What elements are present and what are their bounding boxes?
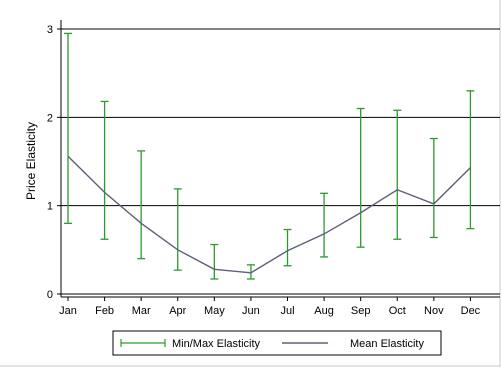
legend-minmax-marker	[120, 339, 166, 347]
legend-mean-label: Mean Elasticity	[350, 338, 424, 350]
x-tick-label-nov: Nov	[424, 305, 444, 317]
x-tick-label-may: May	[204, 305, 225, 317]
legend: Min/Max Elasticity Mean Elasticity	[112, 330, 442, 356]
legend-minmax-label: Min/Max Elasticity	[172, 338, 261, 350]
x-tick-label-jan: Jan	[59, 305, 77, 317]
x-tick-label-apr: Apr	[169, 305, 186, 317]
mean-elasticity-line	[67, 155, 471, 274]
legend-box	[112, 330, 442, 356]
plot-area: 0 1 2 3 Jan Feb Mar Apr May Jun Jul Aug Sep Oct Nov Dec	[47, 20, 500, 317]
y-tick-label-2: 2	[47, 112, 53, 124]
x-tick-label-aug: Aug	[314, 305, 334, 317]
x-tick-label-dec: Dec	[461, 305, 481, 317]
y-tick-label-1: 1	[47, 201, 53, 213]
x-tick-label-jul: Jul	[280, 305, 294, 317]
y-axis-title: Price Elasticity	[24, 122, 38, 200]
y-tick-label-3: 3	[47, 24, 53, 36]
x-tick-label-mar: Mar	[132, 305, 151, 317]
x-tick-label-oct: Oct	[389, 305, 406, 317]
y-tick-label-0: 0	[47, 289, 53, 301]
x-tick-label-sep: Sep	[351, 305, 371, 317]
x-tick-label-feb: Feb	[95, 305, 114, 317]
x-tick-label-jun: Jun	[242, 305, 260, 317]
